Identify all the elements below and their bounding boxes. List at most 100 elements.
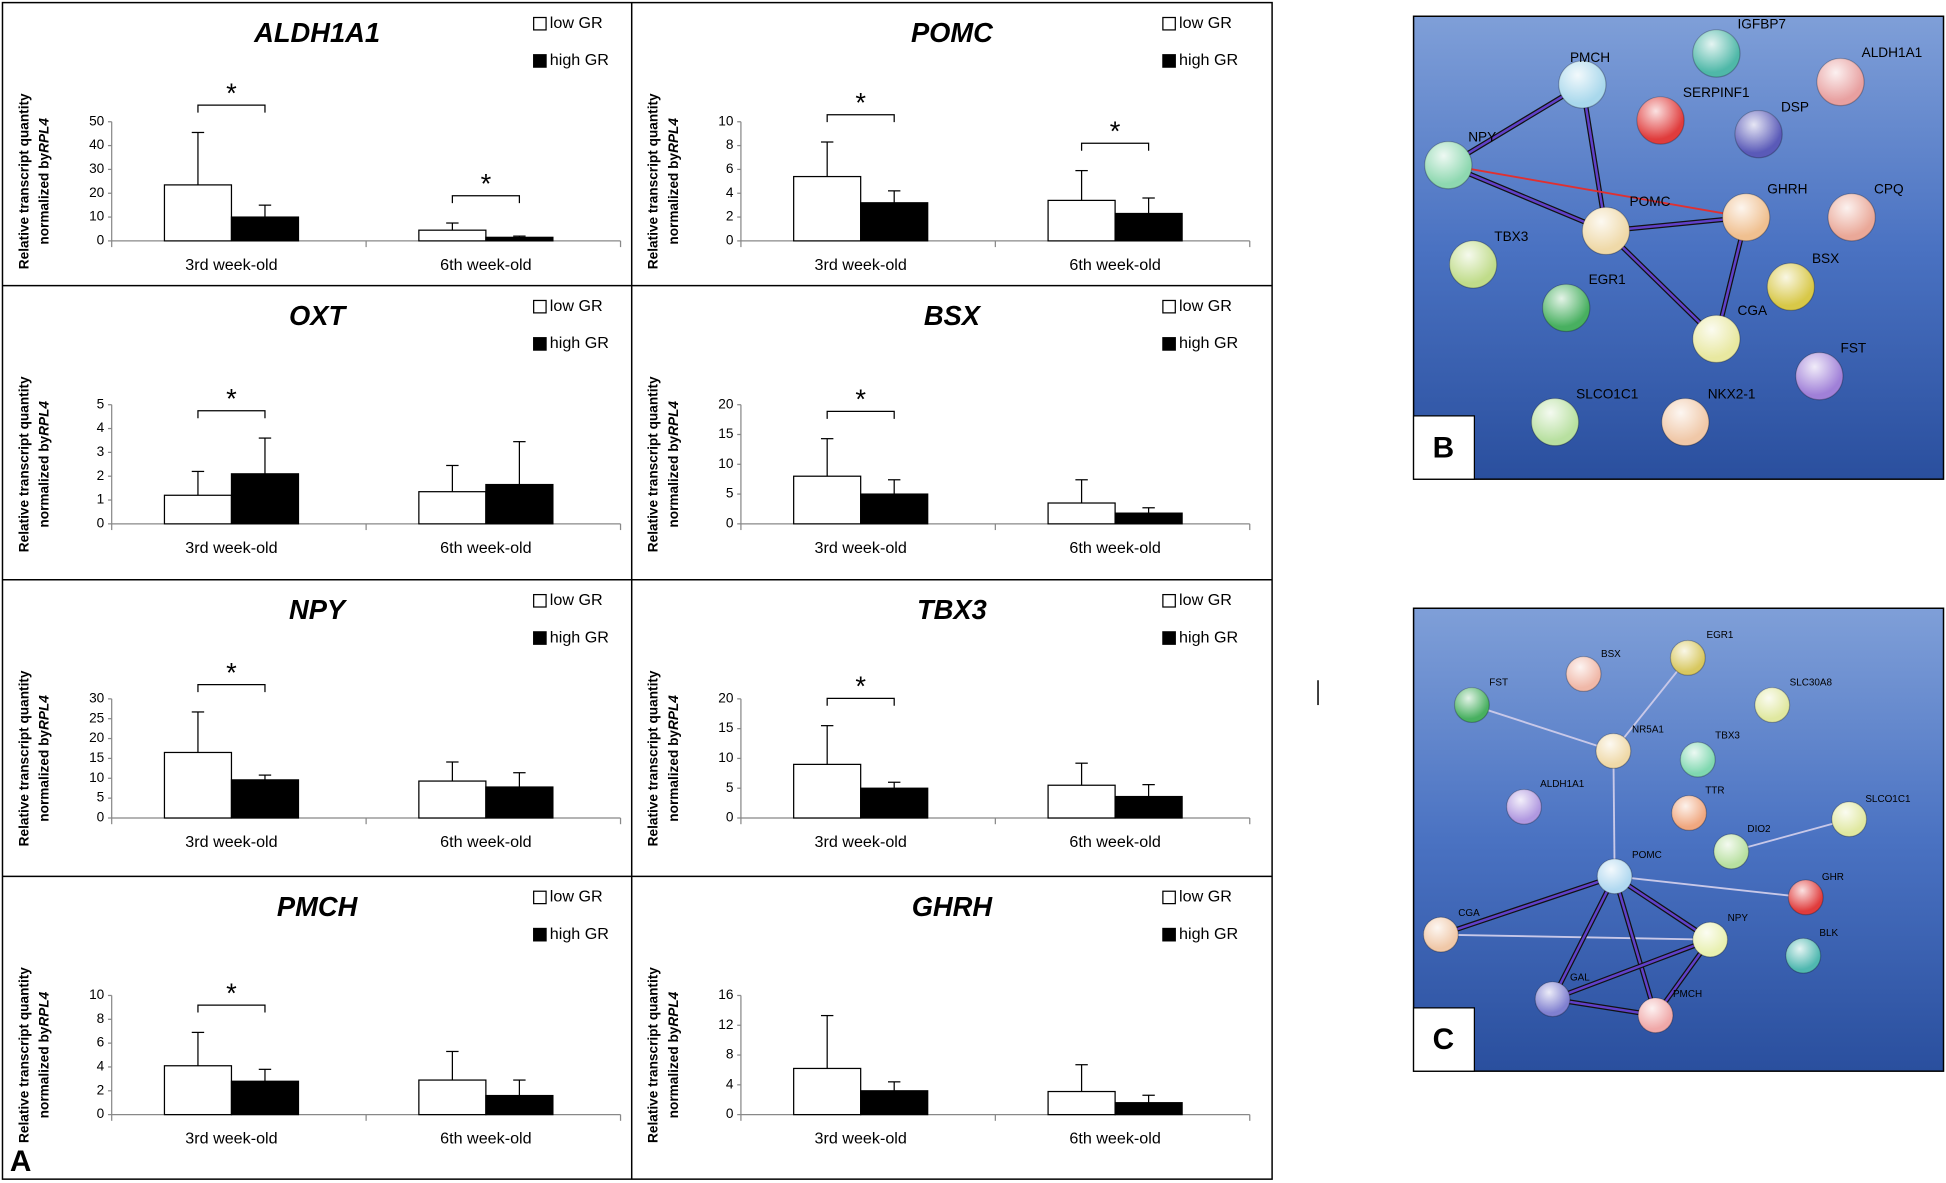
y-tick-label: 16	[718, 987, 733, 1002]
y-axis-label: Relative transcript quantity	[16, 376, 31, 552]
error-bar	[887, 1081, 901, 1091]
network-edge	[1613, 875, 1711, 941]
significance-bracket	[1080, 142, 1150, 151]
y-tick-label: 12	[718, 1017, 733, 1032]
network-node-shine	[1661, 398, 1709, 446]
bar	[163, 184, 233, 242]
legend-swatch	[533, 890, 547, 905]
legend-label: low GR	[550, 888, 603, 906]
y-axis-label-part: normalized by	[36, 435, 51, 527]
y-tick-label: 15	[718, 720, 734, 735]
y-tick-label: 0	[726, 233, 734, 248]
network-node-label: POMC	[1630, 194, 1671, 209]
y-axis-label: Relative transcript quantity	[646, 376, 661, 552]
y-tick-label: 10	[89, 987, 105, 1002]
y-tick-label: 0	[726, 810, 734, 825]
error-bar	[191, 131, 205, 185]
legend-label: high GR	[1179, 334, 1238, 352]
network-node-label: NKX2-1	[1708, 386, 1756, 401]
network-node-label: BSX	[1601, 649, 1621, 660]
x-tick-label: 3rd week-old	[185, 833, 277, 851]
network-edge	[1605, 230, 1718, 340]
significance-star: *	[1110, 116, 1121, 147]
y-axis-label-part: normalized by	[666, 435, 681, 527]
panel-label-box	[1412, 415, 1476, 480]
y-tick-label: 0	[97, 810, 105, 825]
network-node-label: ALDH1A1	[1540, 779, 1585, 790]
legend-label: low GR	[550, 297, 603, 315]
y-tick-label: 15	[89, 750, 105, 765]
bar	[1114, 795, 1183, 819]
network-node-label: IGFBP7	[1738, 17, 1787, 32]
network-node-shine	[1454, 687, 1490, 723]
network-node-label: PMCH	[1570, 50, 1610, 65]
panel-a-frame	[1, 1, 1273, 1180]
y-tick-label: 8	[726, 1047, 734, 1062]
y-tick-label: 20	[89, 185, 105, 200]
network-edge	[1731, 818, 1850, 853]
bar	[230, 473, 300, 525]
network-node-label: GHRH	[1767, 182, 1807, 197]
error-bar	[820, 725, 834, 765]
legend-swatch	[1162, 927, 1176, 942]
network-edge	[1612, 657, 1689, 752]
network-node-label: TTR	[1705, 785, 1724, 796]
network-node-shine	[1597, 858, 1633, 894]
error-bar	[820, 438, 834, 477]
legend-label: high GR	[1179, 925, 1238, 943]
significance-bracket	[826, 410, 895, 419]
bar	[230, 779, 300, 819]
x-tick-label: 3rd week-old	[815, 1130, 907, 1148]
panel-label-box	[1412, 1007, 1476, 1072]
network-edge	[1552, 938, 1711, 1001]
network-node-shine	[1670, 640, 1706, 676]
chart-title: ALDH1A1	[253, 17, 380, 48]
network-node-shine	[1713, 834, 1749, 869]
x-tick-label: 6th week-old	[1069, 539, 1160, 557]
error-bar	[887, 781, 901, 789]
x-tick-label: 6th week-old	[440, 539, 531, 557]
error-bar	[446, 761, 459, 782]
network-node-shine	[1542, 284, 1590, 332]
bar	[230, 216, 300, 242]
network-node-shine	[1423, 917, 1459, 953]
network-node-shine	[1735, 110, 1783, 158]
panel-label: B	[1433, 431, 1455, 464]
y-tick-label: 4	[726, 185, 734, 200]
y-axis-label: Relative transcript quantity	[16, 670, 31, 846]
network-edge	[1447, 164, 1607, 233]
error-bar	[1142, 1094, 1155, 1103]
y-axis-label-gene: RPL4	[666, 118, 681, 153]
error-bar	[1075, 762, 1088, 786]
error-bar	[820, 1014, 834, 1069]
error-bar	[1075, 1064, 1088, 1092]
y-tick-label: 20	[718, 690, 734, 705]
legend-label: low GR	[550, 591, 603, 609]
network-node-shine	[1596, 733, 1631, 769]
chart-title: PMCH	[277, 891, 359, 922]
bar	[230, 1080, 300, 1116]
legend-label: high GR	[550, 334, 609, 352]
error-bar	[1075, 479, 1088, 504]
chart-title: TBX3	[917, 594, 987, 625]
y-axis-label-gene: RPL4	[36, 401, 51, 436]
error-bar	[1142, 197, 1155, 214]
x-tick-label: 6th week-old	[440, 1130, 531, 1148]
network-node-shine	[1767, 263, 1815, 311]
bar	[418, 229, 487, 242]
network-edge	[1581, 84, 1608, 232]
x-tick-label: 3rd week-old	[185, 256, 277, 274]
error-bar	[258, 437, 272, 474]
network-node-label: EGR1	[1706, 630, 1733, 641]
legend-swatch	[533, 593, 547, 608]
network-node-label: PMCH	[1673, 989, 1702, 1000]
network-node-shine	[1785, 938, 1821, 974]
significance-star: *	[855, 671, 866, 702]
network-node-shine	[1531, 398, 1579, 446]
y-axis-label-part: normalized by	[36, 1026, 51, 1118]
y-tick-label: 0	[726, 515, 734, 530]
y-tick-label: 15	[718, 426, 734, 441]
y-tick-label: 20	[89, 730, 105, 745]
bar	[1047, 784, 1116, 819]
